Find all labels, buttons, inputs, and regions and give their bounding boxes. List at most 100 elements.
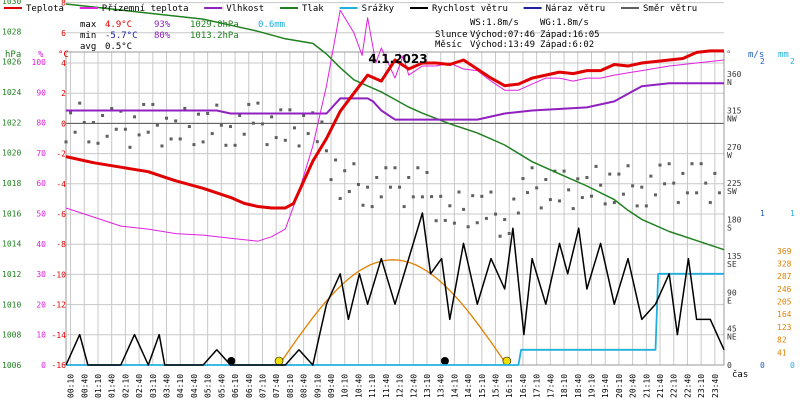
wind-dir-point <box>603 202 607 206</box>
time-tick-label: 12:10 <box>396 374 405 398</box>
wind-dir-point <box>621 192 625 196</box>
wind-dir-point <box>101 114 105 118</box>
wind-dir-point <box>270 115 274 119</box>
mesic-set: Západ:6:02 <box>540 40 594 50</box>
wind-dir-point <box>494 212 498 216</box>
time-tick-label: 07:10 <box>258 374 267 398</box>
wind-dir-point <box>466 225 470 229</box>
time-tick-label: 20:10 <box>615 374 624 398</box>
wind-dir-point <box>165 116 169 120</box>
pressure-tick-label: 1006 <box>2 361 21 370</box>
wind-dir-point <box>548 198 552 202</box>
wind-dir-point <box>274 136 278 140</box>
wind-dir-point <box>544 177 548 181</box>
temperature-tick-label: -8 <box>56 240 66 249</box>
stats-min-press: 1013.2hPa <box>190 31 239 41</box>
wind-dir-point <box>110 106 114 110</box>
wind-dir-point <box>265 143 269 147</box>
wind-dir-point <box>375 175 379 179</box>
slunce-label: Slunce <box>435 30 468 40</box>
temperature-tick-label: 6 <box>61 29 66 38</box>
wind-dir-point <box>516 211 520 215</box>
wind-dir-point <box>201 140 205 144</box>
sun-tick-label: 123 <box>777 323 792 332</box>
sun-tick-label: 205 <box>777 298 792 307</box>
humidity-tick-label: 0 <box>41 361 46 370</box>
wind-dir-point <box>713 171 717 175</box>
wind-dir-point <box>507 232 511 236</box>
wind-dir-point <box>580 196 584 200</box>
time-tick-label: 09:10 <box>313 374 322 398</box>
legend-label: Vlhkost <box>226 4 264 14</box>
sun-curve <box>278 259 508 366</box>
wind-dir-compass-label: E <box>727 296 732 305</box>
time-tick-label: 21:10 <box>642 374 651 398</box>
wind-dir-point <box>585 175 589 179</box>
wind-dir-point <box>484 216 488 220</box>
wind-dir-point <box>174 119 178 123</box>
pressure-tick-label: 1008 <box>2 331 21 340</box>
wind-dir-point <box>448 204 452 208</box>
time-tick-label: 19:40 <box>601 374 610 398</box>
wind-dir-point <box>521 177 525 181</box>
wind-dir-point <box>133 115 137 119</box>
wind-dir-point <box>105 134 109 138</box>
time-tick-label: 19:10 <box>587 374 596 398</box>
wind-dir-point <box>73 130 77 134</box>
wind-dir-point <box>247 102 251 106</box>
wind-dir-point <box>690 162 694 166</box>
time-tick-label: 04:40 <box>190 374 199 398</box>
wind-dir-point <box>219 123 223 127</box>
axis-unit-hpa: hPa <box>5 50 21 60</box>
time-tick-label: 07:40 <box>272 374 281 398</box>
wind-dir-point <box>471 194 475 198</box>
wind-dir-point <box>338 196 342 200</box>
pressure-tick-label: 1022 <box>2 118 21 127</box>
wind-dir-point <box>242 132 246 136</box>
wind-dir-point <box>215 103 219 107</box>
axis-unit-deg: ° <box>726 50 731 60</box>
wind-dir-point <box>315 140 319 144</box>
wind-dir-point <box>644 204 648 208</box>
wind-dir-point <box>635 204 639 208</box>
pressure-tick-label: 1030 <box>2 0 21 6</box>
wind-dir-point <box>334 158 338 162</box>
wind-dir-point <box>183 106 187 110</box>
pressure-tick-label: 1014 <box>2 240 21 249</box>
time-tick-label: 01:40 <box>108 374 117 398</box>
stats-min-label: min <box>80 31 96 41</box>
wind-dir-point <box>69 111 73 115</box>
wind-dir-point <box>229 125 232 129</box>
slunce-rise: Východ:07:46 <box>470 30 535 40</box>
wind-speed-text: WS:1.8m/s <box>470 18 519 28</box>
moonrise-marker <box>440 357 449 365</box>
time-tick-label: 22:40 <box>683 374 692 398</box>
wind-dir-compass-label: S <box>727 224 732 233</box>
temperature-tick-label: 8 <box>61 0 66 8</box>
wind-dir-point <box>251 121 255 125</box>
chart-legend: Teplota Přízemní teplota Vlhkost Tlak Srážky… <box>4 4 697 14</box>
wind-dir-point <box>91 121 95 125</box>
wind-dir-tick-label: 180 <box>727 216 742 225</box>
legend-label: Náraz větru <box>546 4 606 14</box>
wind-dir-point <box>649 174 653 178</box>
wind-dir-point <box>475 221 479 225</box>
humidity-tick-label: 60 <box>36 179 46 188</box>
wind-dir-tick-label: 45 <box>727 325 737 334</box>
rain-tick-label: 0 <box>790 361 795 370</box>
wind-dir-point <box>192 143 196 147</box>
wind-dir-point <box>658 163 662 167</box>
wind-dir-point <box>626 164 630 168</box>
time-tick-label: 14:10 <box>450 374 459 398</box>
series-line-sr-ky <box>66 272 724 366</box>
time-tick-label: 08:40 <box>300 374 309 398</box>
wind-speed-tick-label: 1 <box>760 209 765 218</box>
wind-dir-point <box>676 201 680 205</box>
time-tick-label: 12:40 <box>409 374 418 398</box>
humidity-tick-label: 90 <box>36 88 46 97</box>
time-tick-label: 14:40 <box>464 374 473 398</box>
wind-dir-tick-label: 0 <box>727 361 732 370</box>
time-tick-label: 13:40 <box>437 374 446 398</box>
